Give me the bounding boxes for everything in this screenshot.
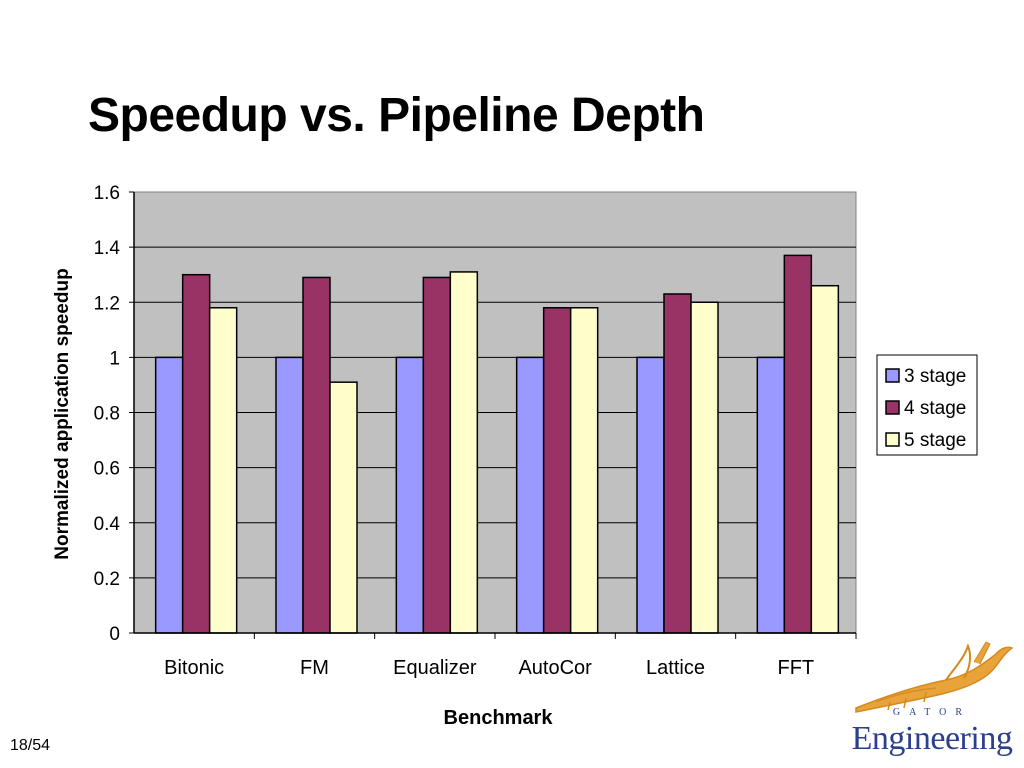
y-tick-label: 0.8: [94, 404, 120, 425]
bar-fft-5-stage: [810, 284, 840, 634]
y-tick-label: 1.2: [94, 293, 120, 314]
y-axis-label: Normalized application speedup: [52, 268, 73, 559]
x-tick-label: Equalizer: [393, 657, 477, 679]
y-tick-label: 0.6: [94, 459, 120, 480]
bar-fm-5-stage: [329, 381, 358, 634]
slide-number: 18/54: [10, 737, 51, 754]
bar-lattice-3-stage: [636, 356, 665, 634]
plot-area: [133, 191, 857, 634]
bar-fm-4-stage: [302, 276, 331, 634]
logo-subtext: GATOR: [892, 707, 972, 718]
legend-swatch: [885, 368, 900, 383]
bar-fft-4-stage: [783, 254, 813, 634]
y-tick-label: 0: [109, 624, 120, 645]
bar-equalizer-3-stage: [395, 356, 425, 634]
bar-fft-3-stage: [756, 356, 786, 634]
bar-autocor-3-stage: [515, 356, 545, 634]
legend-label: 5 stage: [904, 430, 966, 451]
slide-title: Speedup vs. Pipeline Depth: [88, 89, 705, 142]
x-tick-label: Lattice: [646, 657, 705, 679]
bar-fm-3-stage: [275, 356, 304, 634]
x-tick-label: FM: [300, 657, 329, 679]
bar-bitonic-3-stage: [154, 356, 184, 634]
x-tick-label: AutoCor: [518, 657, 592, 679]
y-tick-label: 1: [109, 348, 120, 369]
gator-engineering-logo: GATOR Engineering: [846, 636, 1018, 764]
bar-autocor-5-stage: [569, 307, 599, 634]
bar-equalizer-4-stage: [422, 276, 452, 634]
y-tick-label: 1.6: [94, 183, 120, 204]
x-axis-label: Benchmark: [444, 707, 554, 729]
legend-label: 4 stage: [904, 398, 966, 419]
bar-autocor-4-stage: [542, 307, 572, 634]
bar-bitonic-5-stage: [208, 307, 238, 634]
x-tick-label: FFT: [778, 657, 815, 679]
bar-lattice-4-stage: [663, 293, 692, 634]
y-tick-label: 0.2: [94, 569, 120, 590]
bar-equalizer-5-stage: [449, 271, 479, 634]
logo-wordmark: Engineering: [851, 720, 1013, 757]
legend: 3 stage 4 stage 5 stage: [876, 354, 978, 456]
legend-label: 3 stage: [904, 366, 966, 387]
x-tick-label: Bitonic: [164, 657, 224, 679]
legend-swatch: [885, 432, 900, 447]
legend-swatch: [885, 400, 900, 415]
axes: 0 0.2 0.4 0.6 0.8 1 1.2 1.4 1.6 Bitonic FM Equalize…: [94, 183, 857, 679]
bar-lattice-5-stage: [690, 301, 719, 634]
y-tick-label: 1.4: [94, 238, 121, 259]
y-tick-label: 0.4: [94, 514, 121, 535]
gator-icon: [855, 641, 1014, 713]
bar-bitonic-4-stage: [181, 273, 211, 634]
